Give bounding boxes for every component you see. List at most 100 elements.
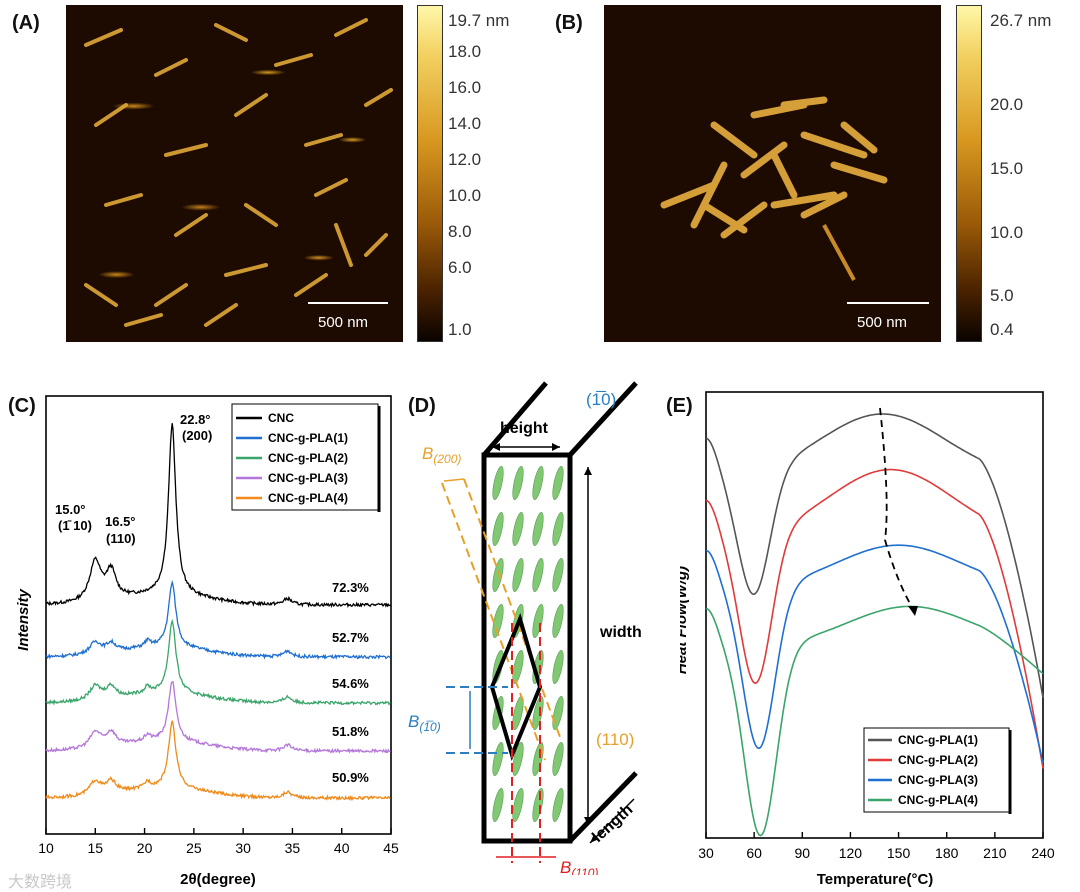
dsc-legend: CNC-g-PLA(1) CNC-g-PLA(2) CNC-g-PLA(3) C… (863, 727, 1012, 814)
xrd-series-0 (45, 423, 391, 609)
colorbar-a-label: 16.0 (448, 78, 482, 97)
colorbar-a-ticks: 19.7 nm 18.0 16.0 14.0 12.0 10.0 8.0 6.0… (448, 5, 538, 345)
b200-sub: (200) (433, 452, 461, 466)
xrd-curves (45, 423, 391, 802)
crystallinity-cnc: 72.3% (332, 580, 369, 595)
b200-symbol: B (422, 444, 433, 463)
crystallinity-pla2: 54.6% (332, 676, 369, 691)
cellulose-chain (492, 742, 504, 776)
cellulose-chain (532, 466, 544, 500)
dsc-tick-label: 240 (1031, 845, 1055, 861)
peak-150-hkl: (1̄ 10) (58, 518, 92, 533)
cellulose-chains (492, 466, 564, 822)
dsc-ylabel: Heat Flow(W/g) (680, 566, 690, 674)
b110-lines (511, 623, 541, 863)
crystal-schematic: height width length (1̅0) (110) B(200) B… (408, 381, 642, 875)
legend-cnc: CNC (268, 411, 294, 425)
xrd-xlabel: 2θ(degree) (180, 871, 256, 888)
dsc-curves (705, 413, 1044, 837)
xrd-tick-label: 10 (38, 840, 54, 856)
xrd-tick-label: 15 (87, 840, 103, 856)
peak-150-label: 15.0° (55, 502, 86, 517)
cellulose-chain (512, 512, 524, 546)
dsc-x-ticks: 30 60 90 120 150 180 210 240 (698, 832, 1055, 861)
length-label: length (589, 801, 636, 846)
b1m10-sub: (1̅0) (419, 720, 440, 734)
dsc-frame (705, 391, 1044, 839)
xrd-series-1 (45, 579, 391, 660)
cellulose-chain (552, 788, 564, 822)
peak-228-label: 22.8° (180, 412, 211, 427)
cellulose-chain (532, 604, 544, 638)
colorbar-a-label: 18.0 (448, 42, 482, 61)
cellulose-chain (552, 650, 564, 684)
cellulose-chain (512, 788, 524, 822)
colorbar-b-label: 5.0 (990, 286, 1014, 305)
dsc-legend-2: CNC-g-PLA(2) (898, 753, 978, 767)
cellulose-chain (532, 696, 544, 730)
xrd-tick-label: 40 (334, 840, 350, 856)
cellulose-chain (552, 604, 564, 638)
cellulose-chain (552, 512, 564, 546)
colorbar-a-label: 6.0 (448, 258, 472, 277)
colorbar-a (417, 5, 443, 342)
trend-arrow-head (908, 606, 918, 616)
scale-label-b: 500 nm (857, 314, 908, 331)
panel-b-label: (B) (555, 12, 583, 34)
b1m10-lines (446, 686, 508, 754)
peak-165-label: 16.5° (105, 514, 136, 529)
dsc-series-2 (705, 544, 1044, 764)
xrd-series-3 (45, 681, 391, 754)
crystallinity-pla3: 51.8% (332, 724, 369, 739)
b1m10-symbol: B (408, 712, 419, 731)
xrd-series-4 (45, 720, 391, 802)
dsc-legend-1: CNC-g-PLA(1) (898, 733, 978, 747)
dsc-tick-label: 180 (935, 845, 959, 861)
colorbar-b-label: 10.0 (990, 223, 1024, 242)
b110-label: B(110) (560, 858, 598, 875)
afm-crystals-a (84, 18, 393, 327)
scale-bar-a (308, 302, 388, 304)
colorbar-a-label: 8.0 (448, 222, 472, 241)
dsc-tick-label: 120 (839, 845, 863, 861)
colorbar-b-ticks: 26.7 nm 20.0 15.0 10.0 5.0 0.4 (990, 5, 1078, 345)
colorbar-b-label: 0.4 (990, 320, 1014, 339)
afm-cluster-b (660, 96, 888, 281)
cellulose-chain (512, 558, 524, 592)
legend-pla1: CNC-g-PLA(1) (268, 431, 348, 445)
dsc-series-3 (705, 605, 1044, 837)
xrd-tick-label: 20 (137, 840, 153, 856)
colorbar-a-label: 10.0 (448, 186, 482, 205)
xrd-tick-label: 25 (186, 840, 202, 856)
plane-110-label: (110) (596, 730, 634, 749)
xrd-tick-label: 45 (383, 840, 399, 856)
b1m10-label: B(1̅0) (408, 712, 441, 734)
xrd-tick-label: 30 (235, 840, 251, 856)
panel-d-label: (D) (408, 395, 436, 417)
dsc-tick-label: 90 (794, 845, 810, 861)
scale-label-a: 500 nm (318, 314, 369, 331)
cellulose-chain (492, 788, 504, 822)
dsc-legend-4: CNC-g-PLA(4) (898, 793, 978, 807)
dsc-tick-label: 150 (887, 845, 911, 861)
cellulose-chain (492, 558, 504, 592)
cellulose-chain (552, 696, 564, 730)
dsc-xlabel: Temperature(°C) (817, 871, 934, 888)
afm-image-a: 500 nm (66, 5, 403, 342)
colorbar-b (956, 5, 982, 342)
cellulose-chain (552, 742, 564, 776)
dsc-tick-label: 30 (698, 845, 714, 861)
colorbar-a-label: 14.0 (448, 114, 482, 133)
cellulose-chain (552, 466, 564, 500)
legend-pla2: CNC-g-PLA(2) (268, 451, 348, 465)
xrd-legend: CNC CNC-g-PLA(1) CNC-g-PLA(2) CNC-g-PLA(… (231, 403, 381, 512)
b200-label: B(200) (422, 444, 461, 466)
xrd-tick-label: 35 (285, 840, 301, 856)
cellulose-chain (492, 512, 504, 546)
afm-image-b: 500 nm (604, 5, 941, 342)
colorbar-a-label: 1.0 (448, 320, 472, 339)
xrd-x-ticks: 10 15 20 25 30 35 40 45 (38, 828, 399, 856)
dsc-tick-label: 210 (983, 845, 1007, 861)
trend-arrow (879, 407, 916, 613)
peak-165-hkl: (110) (106, 531, 136, 546)
